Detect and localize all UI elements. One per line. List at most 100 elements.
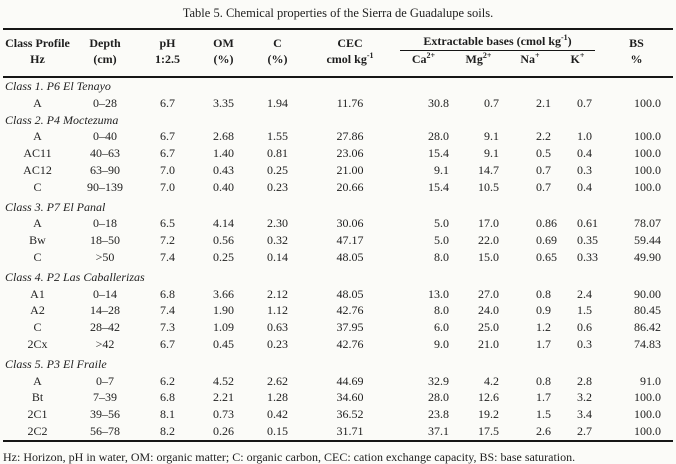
value-cell: 6.8	[160, 390, 175, 405]
value-cell: 42.76	[336, 336, 364, 351]
header-ion-na: Na+	[505, 51, 555, 77]
value-cell: 2.68	[213, 129, 234, 144]
value-cell: 30.06	[336, 216, 364, 231]
header-ion-na-charge: +	[535, 51, 540, 60]
header-ph-unit: 1:2.5	[138, 51, 197, 77]
value-cell: 34.60	[336, 390, 364, 405]
value-cell: 86.42	[634, 320, 662, 335]
value-cell: 0.3	[577, 336, 592, 351]
value-cell: 1.5	[577, 303, 592, 318]
value-cell: 0.63	[267, 320, 288, 335]
value-cell: 5.0	[434, 216, 449, 231]
table-header: Class Profile Depth pH OM C CEC	[3, 29, 674, 77]
value-cell: 27.86	[336, 129, 364, 144]
header-ion-na-label: Na	[520, 52, 536, 66]
value-cell: 0–18	[93, 216, 117, 231]
value-cell: 100.0	[634, 95, 662, 110]
table-row: C 28–42 7.3 1.09 0.63 37.95 6.0 25.0 1.2 0.6 86.42	[3, 319, 673, 336]
value-cell: 78.07	[634, 216, 662, 231]
table-row: AC11 40–63 6.7 1.40 0.81 23.06 15.4 9.1 0.5 0.4 10…	[3, 145, 673, 162]
value-cell: 2.30	[267, 216, 288, 231]
value-cell: 1.90	[213, 303, 234, 318]
value-cell: 56–78	[90, 423, 120, 438]
value-cell: 15.4	[428, 179, 449, 194]
value-cell: >42	[95, 336, 115, 351]
header-c: C	[250, 29, 305, 51]
class-group-label: Class 5. P3 El Fraile	[5, 356, 107, 371]
value-cell: 12.6	[478, 390, 499, 405]
value-cell: 37.95	[336, 320, 364, 335]
value-cell: 1.09	[213, 320, 234, 335]
horizon-cell: 2Cx	[27, 336, 48, 351]
value-cell: 21.0	[478, 336, 499, 351]
value-cell: 6.7	[160, 129, 175, 144]
value-cell: 2.7	[577, 423, 592, 438]
value-cell: 0.5	[536, 146, 551, 161]
value-cell: 22.0	[478, 233, 499, 248]
header-hz-unit-label: Hz	[30, 52, 45, 66]
value-cell: 1.94	[267, 95, 288, 110]
value-cell: 6.7	[160, 95, 175, 110]
value-cell: 4.52	[213, 373, 234, 388]
value-cell: 0.4	[577, 179, 592, 194]
value-cell: 10.5	[478, 179, 499, 194]
horizon-cell: A	[33, 95, 42, 110]
value-cell: 7.4	[160, 303, 175, 318]
header-cec-unit-label: cmol kg	[326, 52, 367, 66]
value-cell: 47.17	[336, 233, 364, 248]
value-cell: 11.76	[336, 95, 364, 110]
value-cell: 0.42	[267, 407, 288, 422]
header-depth: Depth	[72, 29, 138, 51]
table-row: 2C2 56–78 8.2 0.26 0.15 31.71 37.1 17.5 2.6 2.7 10…	[3, 423, 673, 441]
value-cell: 42.76	[336, 303, 364, 318]
value-cell: 48.05	[336, 249, 364, 264]
table-row: A 0–7 6.2 4.52 2.62 44.69 32.9 4.2 0.8 2.8 91.0	[3, 373, 673, 390]
value-cell: 8.1	[160, 407, 175, 422]
class-group-row: Class 1. P6 El Tenayo	[3, 77, 673, 95]
value-cell: 0.3	[577, 162, 592, 177]
soil-properties-table: Class Profile Depth pH OM C CEC	[3, 28, 674, 442]
value-cell: 7–39	[93, 390, 117, 405]
table-row: A1 0–14 6.8 3.66 2.12 48.05 13.0 27.0 0.8 2.4 90.0…	[3, 286, 673, 303]
value-cell: 90.00	[634, 286, 662, 301]
value-cell: 2.1	[536, 95, 551, 110]
horizon-cell: A	[33, 216, 42, 231]
value-cell: 0.25	[213, 249, 234, 264]
value-cell: 28.0	[428, 390, 449, 405]
value-cell: 80.45	[634, 303, 662, 318]
value-cell: 0.61	[577, 216, 598, 231]
value-cell: 1.40	[213, 146, 234, 161]
value-cell: 3.66	[213, 286, 234, 301]
header-ph-unit-label: 1:2.5	[155, 52, 180, 66]
horizon-cell: C	[33, 179, 42, 194]
value-cell: 20.66	[336, 179, 364, 194]
value-cell: 7.0	[160, 162, 175, 177]
value-cell: 23.8	[428, 407, 449, 422]
value-cell: 0.9	[536, 303, 551, 318]
value-cell: 7.3	[160, 320, 175, 335]
value-cell: 7.0	[160, 179, 175, 194]
header-bs-unit: %	[600, 51, 673, 77]
header-class-profile: Class Profile	[3, 29, 72, 51]
class-group-label: Class 3. P7 El Panal	[5, 199, 106, 214]
horizon-cell: A2	[30, 303, 45, 318]
header-ion-mg-label: Mg	[465, 52, 483, 66]
horizon-cell: AC12	[23, 162, 52, 177]
value-cell: 59.44	[634, 233, 662, 248]
header-extractable-bases: Extractable bases (cmol kg-1)	[395, 29, 600, 51]
value-cell: 9.1	[484, 129, 499, 144]
header-ph-label: pH	[159, 36, 176, 50]
class-group-row: Class 5. P3 El Fraile	[3, 353, 673, 373]
value-cell: 0.14	[267, 249, 288, 264]
header-row-1: Class Profile Depth pH OM C CEC	[3, 29, 673, 51]
value-cell: 28–42	[90, 320, 120, 335]
horizon-cell: A	[33, 129, 42, 144]
value-cell: 3.4	[577, 407, 592, 422]
value-cell: 1.7	[536, 336, 551, 351]
value-cell: 63–90	[90, 162, 120, 177]
header-cec-unit: cmol kg-1	[305, 51, 395, 77]
header-extractable-bases-label: Extractable bases (cmol kg-1)	[400, 33, 596, 51]
value-cell: 13.0	[428, 286, 449, 301]
horizon-cell: 2C1	[27, 407, 48, 422]
value-cell: 100.0	[634, 162, 662, 177]
